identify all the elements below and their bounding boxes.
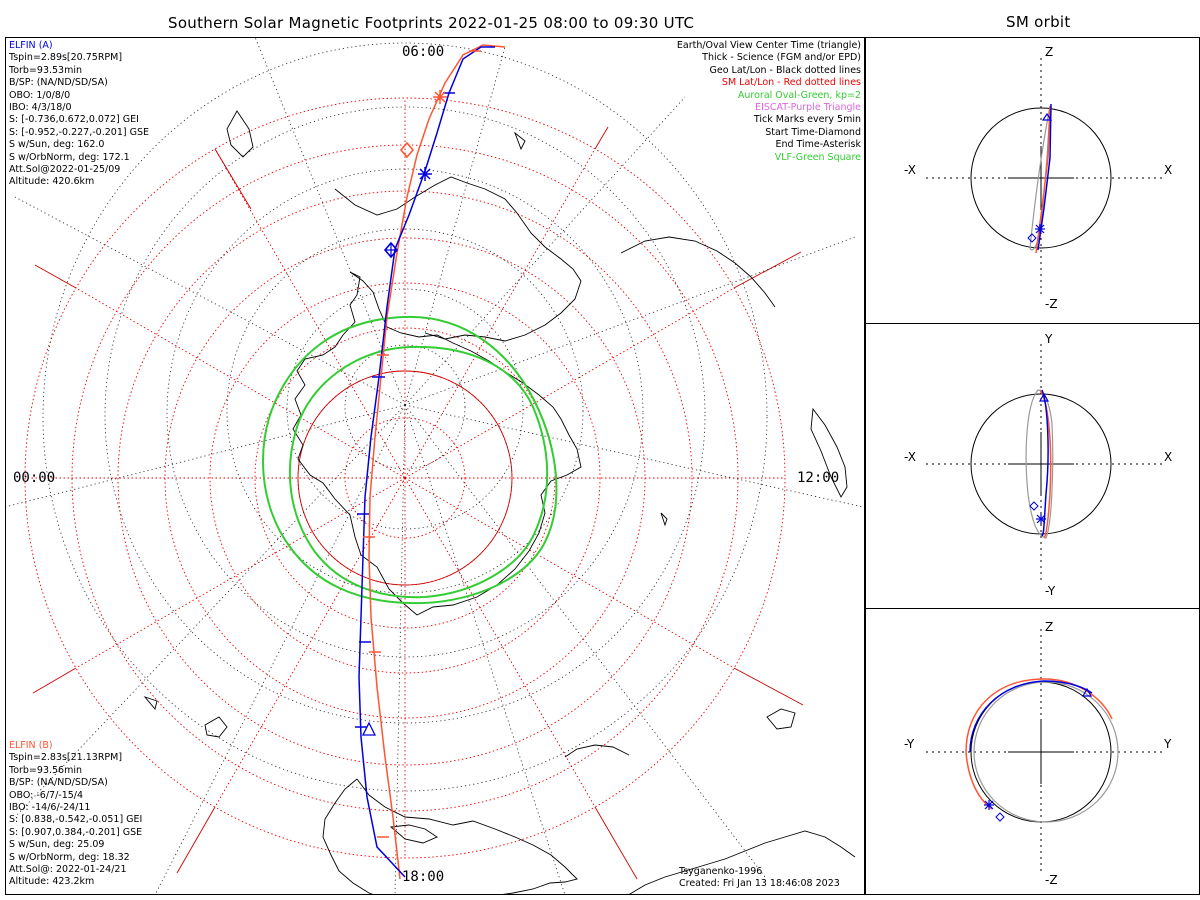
mlt-label-bottom: 18:00: [402, 869, 445, 885]
orbit-panel-xz: [926, 58, 1164, 296]
legend-item: EISCAT-Purple Triangle: [755, 102, 861, 114]
panel-3-down-label: -Z: [1045, 873, 1058, 887]
elfin-a-line: IBO: 4/3/18/0: [9, 102, 72, 114]
mlt-label-top: 06:00: [402, 44, 445, 60]
footprint-map-frame: [5, 37, 865, 895]
credits: Tsyganenko-1996 Created: Fri Jan 13 18:4…: [679, 866, 840, 891]
elfin-b-line: Att.Sol@: 2022-01-24/21: [9, 864, 127, 876]
elfin-b-line: S w/Sun, deg: 25.09: [9, 839, 105, 851]
elfin-a-name: ELFIN (A): [9, 40, 53, 51]
panel-1-down-label: -Z: [1045, 297, 1058, 311]
elfin-b-line: S: [0.838,-0.542,-0.051] GEI: [9, 814, 143, 826]
footprint-map: [6, 38, 864, 894]
panel-3-left-label: -Y: [904, 737, 915, 751]
legend-item: Start Time-Diamond: [765, 126, 861, 138]
model-name: Tsyganenko-1996: [679, 866, 763, 877]
legend-item: Thick - Science (FGM and/or EPD): [702, 52, 861, 64]
panel-2-left-label: -X: [904, 450, 916, 464]
panel-1-up-label: Z: [1045, 45, 1054, 59]
elfin-b-ticks: [363, 50, 481, 838]
elfin-a-info: ELFIN (A) Tspin=2.89s[20.75RPM] Torb=93.…: [9, 40, 149, 189]
elfin-a-line: Tspin=2.89s[20.75RPM]: [9, 52, 123, 64]
legend-item: Geo Lat/Lon - Black dotted lines: [709, 64, 861, 76]
main-title: Southern Solar Magnetic Footprints 2022-…: [168, 14, 695, 32]
legend-item: End Time-Asterisk: [775, 139, 861, 151]
elfin-b-name: ELFIN (B): [9, 740, 53, 751]
coastlines: [143, 110, 856, 894]
panel-3-up-label: Z: [1045, 620, 1054, 634]
panel-3-right-label: Y: [1164, 737, 1172, 751]
orbit-panel-xy: [926, 344, 1164, 582]
elfin-b-line: IBO: -14/6/-24/11: [9, 802, 91, 814]
elfin-b-line: B/SP: (NA/ND/SD/SA): [9, 777, 108, 789]
elfin-a-line: Torb=93.53min: [9, 64, 83, 76]
elfin-b-info: ELFIN (B) Tspin=2.83s[21.13RPM] Torb=93.…: [9, 740, 142, 889]
elfin-b-end-asterisk: [433, 90, 447, 104]
legend-item: SM Lat/Lon - Red dotted lines: [721, 77, 861, 89]
panel-1-left-label: -X: [904, 163, 916, 177]
auroral-oval: [262, 315, 558, 605]
elfin-b-line: S w/OrbNorm, deg: 18.32: [9, 851, 130, 863]
elfin-b-line: S: [0.907,0.384,-0.201] GSE: [9, 826, 143, 838]
sm-longitude-spokes: [25, 98, 785, 858]
panel-2-up-label: Y: [1045, 332, 1053, 346]
mlt-label-right: 12:00: [797, 470, 840, 486]
map-legend: Earth/Oval View Center Time (triangle) T…: [677, 40, 861, 164]
elfin-a-line: OBO: 1/0/8/0: [9, 89, 71, 101]
panel-divider: [865, 608, 1200, 609]
legend-item: Auroral Oval-Green, kp=2: [737, 89, 861, 101]
elfin-a-center-triangle: [361, 721, 377, 736]
geo-latitude-circles: [42, 42, 768, 792]
panel-divider: [865, 323, 1200, 324]
elfin-b-start-diamond: [399, 141, 415, 159]
elfin-a-line: S w/Sun, deg: 162.0: [9, 139, 105, 151]
elfin-b-track: [368, 44, 506, 880]
elfin-a-line: Altitude: 420.6km: [9, 176, 95, 188]
elfin-b-line: Altitude: 423.2km: [9, 876, 95, 888]
elfin-a-line: B/SP: (NA/ND/SD/SA): [9, 77, 108, 89]
legend-item: Earth/Oval View Center Time (triangle): [676, 40, 861, 51]
panel-2-down-label: -Y: [1045, 584, 1056, 598]
mlt-label-left: 00:00: [13, 470, 56, 486]
side-title: SM orbit: [1006, 13, 1071, 31]
elfin-a-line: S w/OrbNorm, deg: 172.1: [9, 151, 130, 163]
legend-item: VLF-Green Square: [774, 151, 861, 163]
elfin-a-line: Att.Sol@2022-01-25/09: [9, 164, 121, 176]
sm-latitude-solid-circle: [297, 370, 513, 586]
elfin-b-line: Torb=93.56min: [9, 764, 83, 776]
created-timestamp: Created: Fri Jan 13 18:46:08 2023: [679, 878, 840, 890]
legend-item: Tick Marks every 5min: [753, 114, 861, 126]
elfin-b-line: OBO: -6/7/-15/4: [9, 789, 84, 801]
elfin-a-end-asterisk: [418, 167, 432, 181]
elfin-a-line: S: [-0.952,-0.227,-0.201] GSE: [9, 126, 149, 138]
panel-2-right-label: X: [1164, 450, 1173, 464]
elfin-a-line: S: [-0.736,0.672,0.072] GEI: [9, 114, 139, 126]
panel-1-right-label: X: [1164, 163, 1173, 177]
orbit-panel-yz: [926, 629, 1164, 871]
elfin-b-line: Tspin=2.83s[21.13RPM]: [9, 752, 123, 764]
